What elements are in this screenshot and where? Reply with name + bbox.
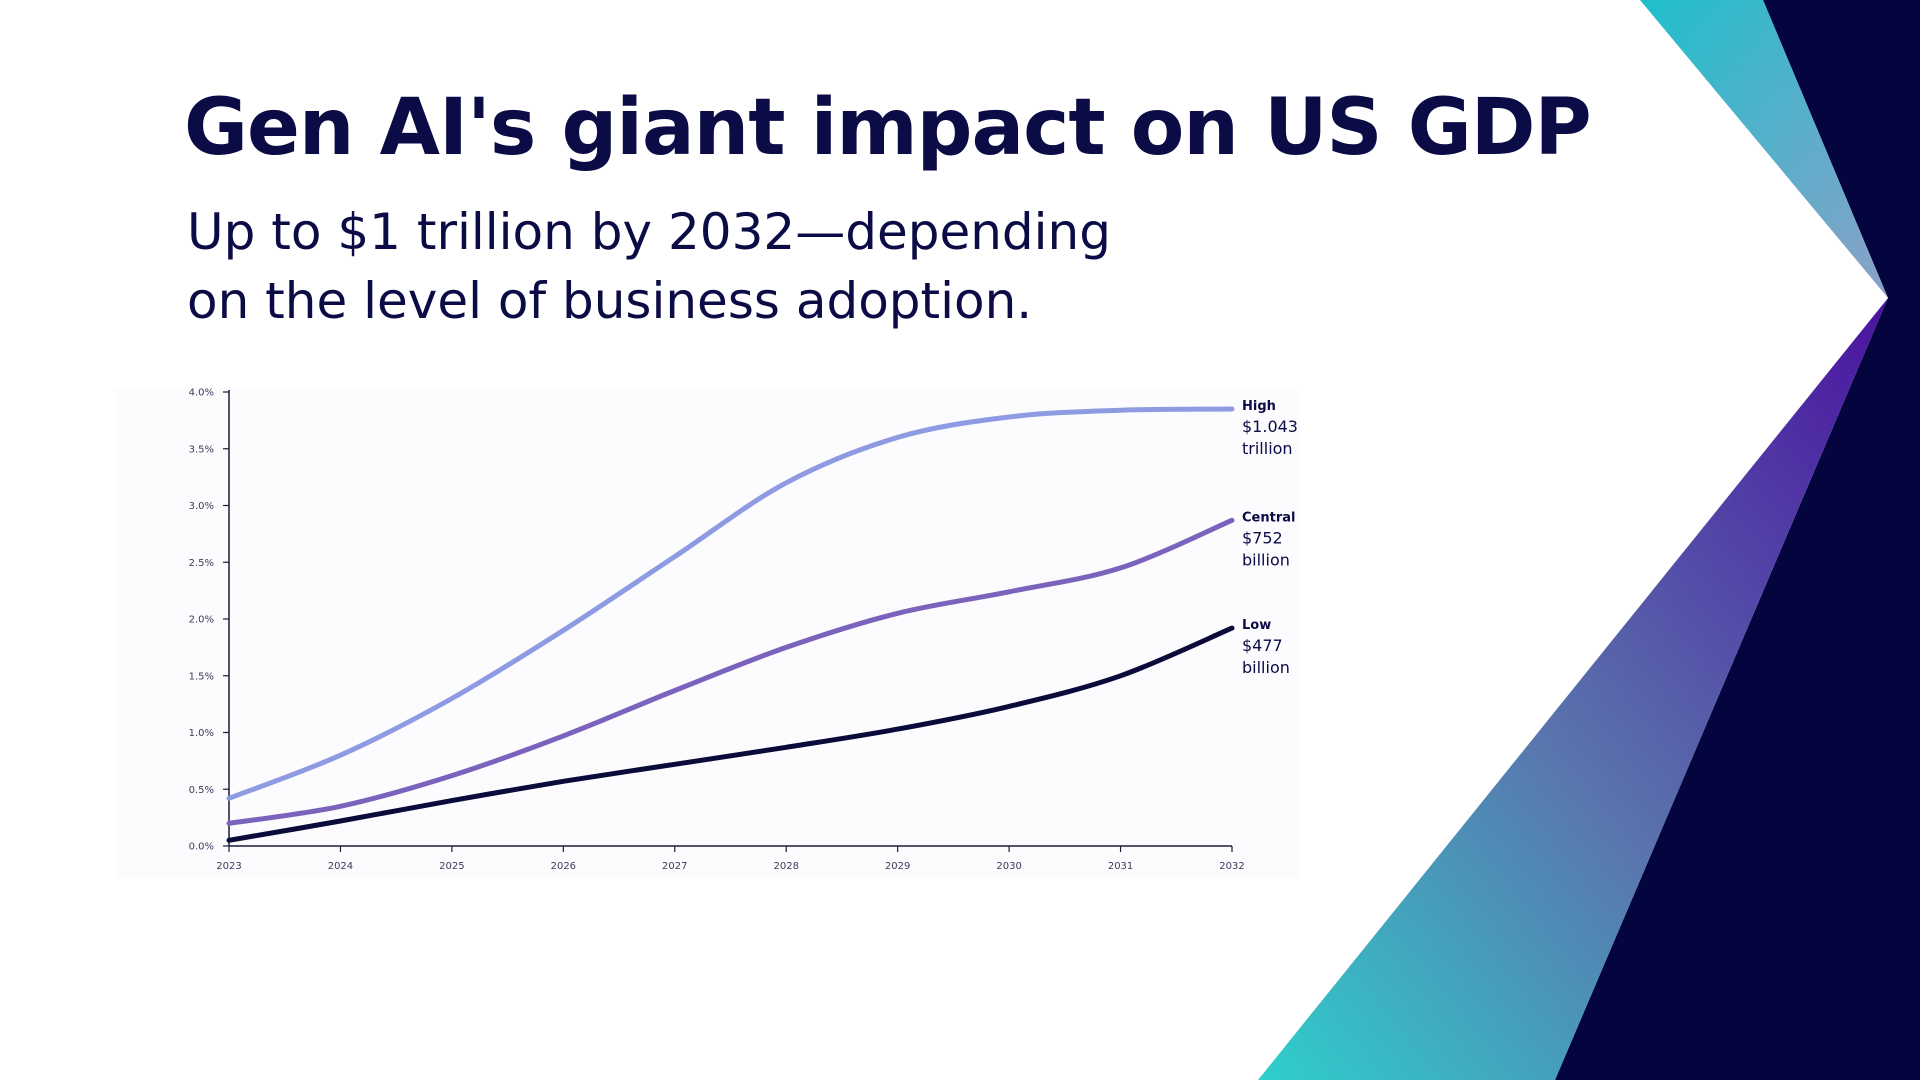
y-tick-label: 2.0% xyxy=(189,615,214,626)
x-tick-label: 2025 xyxy=(439,861,464,872)
series-line-central xyxy=(226,517,1235,826)
y-tick-label: 3.5% xyxy=(189,444,214,455)
series-line-high xyxy=(226,406,1235,801)
series-label-name: Central xyxy=(1242,510,1295,525)
x-tick-label: 2030 xyxy=(996,861,1021,872)
x-tick-label: 2024 xyxy=(328,861,353,872)
series-label-high: High $1.043 trillion xyxy=(1242,399,1298,458)
y-tick-label: 1.5% xyxy=(189,671,214,682)
slide-subtitle: Up to $1 trillion by 2032—depending on t… xyxy=(187,198,1111,336)
x-tick-label: 2023 xyxy=(216,861,241,872)
y-tick-label: 4.0% xyxy=(189,388,214,399)
series-label-unit: billion xyxy=(1242,550,1290,569)
series-label-name: High xyxy=(1242,399,1276,414)
x-tick-label: 2032 xyxy=(1219,861,1244,872)
x-tick-label: 2027 xyxy=(662,861,687,872)
x-tick-label: 2031 xyxy=(1108,861,1133,872)
series-label-value: $752 xyxy=(1242,528,1283,547)
subtitle-line-2: on the level of business adoption. xyxy=(187,272,1033,330)
chart-series-labels: High $1.043 trillion Central $752 billion Low $… xyxy=(1242,399,1298,677)
navy-panel xyxy=(1555,0,1920,1080)
y-tick-label: 1.0% xyxy=(189,728,214,739)
series-label-value: $1.043 xyxy=(1242,417,1298,436)
series-label-name: Low xyxy=(1242,618,1271,633)
y-tick-label: 0.0% xyxy=(189,842,214,853)
gradient-bottom-wedge xyxy=(1258,298,1888,1080)
series-label-central: Central $752 billion xyxy=(1242,510,1295,569)
chart-axes: 0.0% 0.5% 1.0% 1.5% 2.0% 2.5% 3.0% 3.5% 4.0% 2023… xyxy=(189,388,1245,873)
series-line-low xyxy=(226,625,1235,843)
x-tick-label: 2028 xyxy=(773,861,798,872)
chart-background xyxy=(115,388,1300,878)
y-tick-label: 0.5% xyxy=(189,785,214,796)
subtitle-line-1: Up to $1 trillion by 2032—depending xyxy=(187,203,1111,261)
slide-title: Gen AI's giant impact on US GDP xyxy=(184,83,1592,173)
teal-top-wedge xyxy=(1640,0,1888,298)
series-label-low: Low $477 billion xyxy=(1242,618,1290,677)
series-label-unit: trillion xyxy=(1242,439,1293,458)
x-tick-label: 2029 xyxy=(885,861,910,872)
series-label-unit: billion xyxy=(1242,658,1290,677)
x-tick-label: 2026 xyxy=(551,861,576,872)
chart-series-lines xyxy=(226,406,1235,843)
y-tick-label: 2.5% xyxy=(189,558,214,569)
y-tick-label: 3.0% xyxy=(189,501,214,512)
series-label-value: $477 xyxy=(1242,636,1283,655)
